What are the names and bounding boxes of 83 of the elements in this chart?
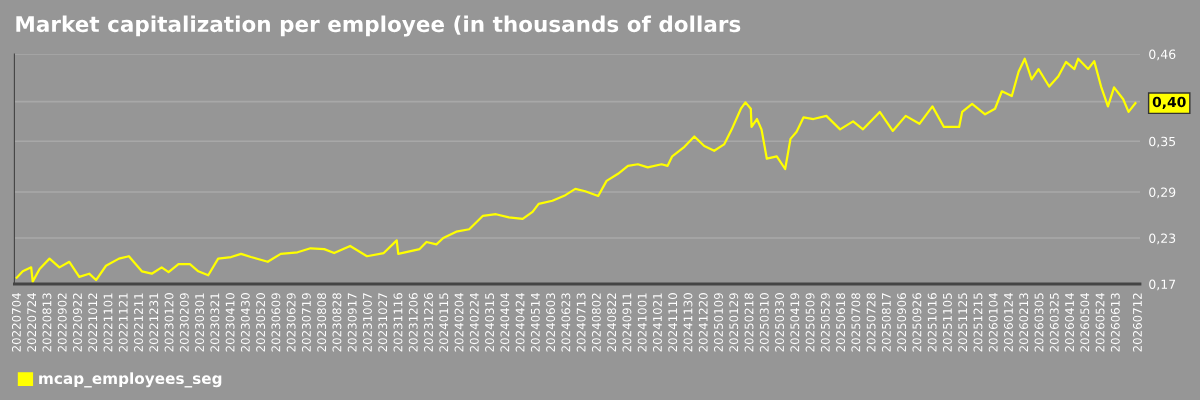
chart-title: Market capitalization per employee (in thousands of dollars (16, 15, 741, 37)
x-tick-label: 20260613 (1110, 293, 1120, 352)
x-tick-label: 20260124 (1004, 293, 1013, 352)
x-tick-label: 20240424 (515, 293, 525, 352)
x-tick-label: 20251105 (942, 293, 952, 352)
legend-label: mcap_employees_seg (39, 372, 222, 388)
x-tick-label: 20250218 (744, 293, 754, 352)
y-tick-label: 0,29 (1149, 187, 1176, 199)
y-tick-label: 0,46 (1149, 49, 1176, 61)
x-tick-label: 20240115 (439, 293, 449, 352)
x-tick-label: 20220902 (57, 293, 67, 352)
x-tick-label: 20231116 (393, 293, 403, 352)
x-tick-label: 20260213 (1019, 293, 1029, 352)
x-tick-label: 20230410 (225, 293, 235, 352)
x-tick-label: 20240514 (530, 293, 540, 352)
x-tick-label: 20230430 (240, 293, 250, 352)
x-tick-label: 20250419 (790, 293, 800, 352)
x-tick-label: 20240623 (561, 293, 571, 352)
x-tick-label: 20260104 (988, 293, 998, 352)
x-tick-label: 20240224 (469, 293, 479, 352)
line-series (15, 57, 1137, 283)
x-tick-label: 20251016 (927, 293, 937, 352)
x-tick-label: 20220922 (73, 293, 82, 352)
x-tick-label: 20260325 (1049, 293, 1059, 352)
x-tick-label: 20221121 (118, 293, 128, 352)
x-tick-label: 20260504 (1080, 293, 1090, 352)
x-tick-label: 20221101 (103, 293, 113, 352)
x-tick-label: 20220724 (27, 293, 37, 352)
y-tick-label: 0,23 (1149, 233, 1176, 245)
x-tick-label: 20240315 (485, 293, 495, 352)
y-tick-label: 0,35 (1149, 136, 1176, 148)
x-tick-label: 20240204 (454, 293, 464, 352)
x-tick-label: 20230609 (271, 293, 281, 352)
x-tick-label: 20230719 (301, 293, 311, 352)
x-tick-label: 20240404 (500, 293, 510, 352)
x-tick-label: 20250109 (714, 293, 723, 352)
x-tick-label: 20250817 (881, 293, 891, 352)
x-tick-label: 20220704 (11, 293, 21, 352)
x-tick-label: 20231027 (378, 293, 388, 352)
x-tick-label: 20250330 (775, 293, 784, 352)
x-tick-label: 20250618 (836, 293, 846, 352)
y-tick-label: 0,17 (1149, 279, 1176, 291)
x-tick-label: 20241220 (698, 293, 708, 352)
x-tick-label: 20260712 (1132, 293, 1142, 352)
annotation: 0,40 (1152, 96, 1186, 109)
x-tick-label: 20241001 (637, 293, 647, 352)
x-tick-label: 20260524 (1095, 293, 1105, 352)
x-tick-label: 20240802 (591, 293, 601, 352)
x-tick-label: 20250129 (729, 293, 739, 352)
x-tick-label: 20231226 (424, 293, 433, 352)
x-tick-label: 20240603 (546, 293, 556, 352)
x-tick-label: 20230209 (179, 293, 189, 352)
x-tick-label: 20240822 (607, 293, 617, 352)
x-tick-label: 20241021 (652, 293, 662, 352)
x-tick-label: 20230321 (210, 293, 220, 352)
x-tick-label: 20260305 (1034, 293, 1044, 352)
x-tick-label: 20250529 (820, 293, 830, 352)
x-tick-label: 20220813 (42, 293, 52, 352)
x-tick-label: 20250310 (759, 293, 769, 352)
x-tick-label: 20241130 (683, 293, 693, 352)
x-tick-label: 20221211 (134, 293, 143, 352)
x-tick-label: 20230301 (195, 293, 205, 352)
x-tick-label: 20230629 (286, 293, 296, 352)
x-tick-label: 20230120 (164, 293, 174, 352)
x-tick-label: 20250708 (851, 293, 861, 352)
x-tick-label: 20251215 (973, 293, 983, 352)
x-tick-label: 20250728 (866, 293, 876, 352)
x-tick-label: 20240911 (622, 293, 632, 352)
x-tick-label: 20230917 (347, 293, 357, 352)
x-tick-label: 20230520 (256, 293, 266, 352)
x-tick-label: 20240713 (576, 293, 586, 352)
x-tick-label: 20230828 (332, 293, 342, 352)
x-tick-label: 20250926 (912, 293, 922, 352)
x-tick-label: 20230808 (317, 293, 327, 352)
x-tick-label: 20251125 (958, 293, 968, 352)
x-tick-label: 20241110 (668, 293, 678, 352)
x-tick-label: 20221012 (88, 293, 98, 352)
x-tick-label: 20221231 (149, 293, 159, 352)
x-tick-label: 20250906 (897, 293, 907, 352)
x-tick-label: 20250509 (805, 293, 815, 352)
x-tick-label: 20231007 (362, 293, 372, 352)
x-tick-label: 20231206 (408, 293, 418, 352)
x-tick-label: 20260414 (1065, 293, 1074, 352)
